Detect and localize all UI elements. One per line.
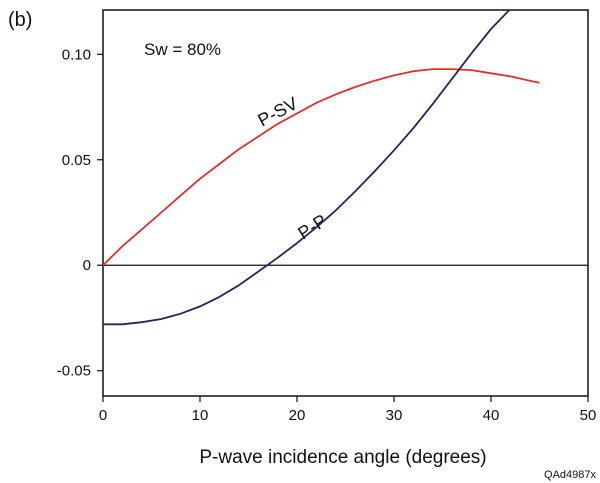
y-tick-label: 0 — [83, 257, 91, 274]
panel-label: (b) — [8, 9, 32, 31]
series-label-p-sv: P-SV — [254, 93, 300, 130]
y-tick-label: 0.10 — [62, 46, 91, 63]
series-layer — [103, 10, 540, 326]
y-tick-label: -0.05 — [57, 363, 91, 380]
figure-id: QAd4987x — [544, 469, 596, 481]
x-tick-label: 0 — [99, 407, 107, 424]
x-tick-label: 30 — [386, 407, 403, 424]
x-axis: 0 10 20 30 40 50 — [99, 396, 597, 424]
series-line-p-p — [103, 10, 511, 326]
plot-frame — [102, 9, 589, 397]
y-tick-label: 0.05 — [62, 152, 91, 169]
annotation-sw: Sw = 80% — [144, 40, 221, 59]
plot-area — [102, 9, 589, 397]
x-tick-label: 20 — [289, 407, 306, 424]
x-axis-label: P-wave incidence angle (degrees) — [199, 447, 486, 468]
x-tick-label: 50 — [580, 407, 597, 424]
x-tick-label: 40 — [483, 407, 500, 424]
x-tick-label: 10 — [192, 407, 209, 424]
series-line-p-sv — [103, 68, 540, 266]
y-axis: -0.05 0 0.05 0.10 — [57, 46, 103, 380]
series-label-p-p: P-P — [294, 210, 330, 243]
